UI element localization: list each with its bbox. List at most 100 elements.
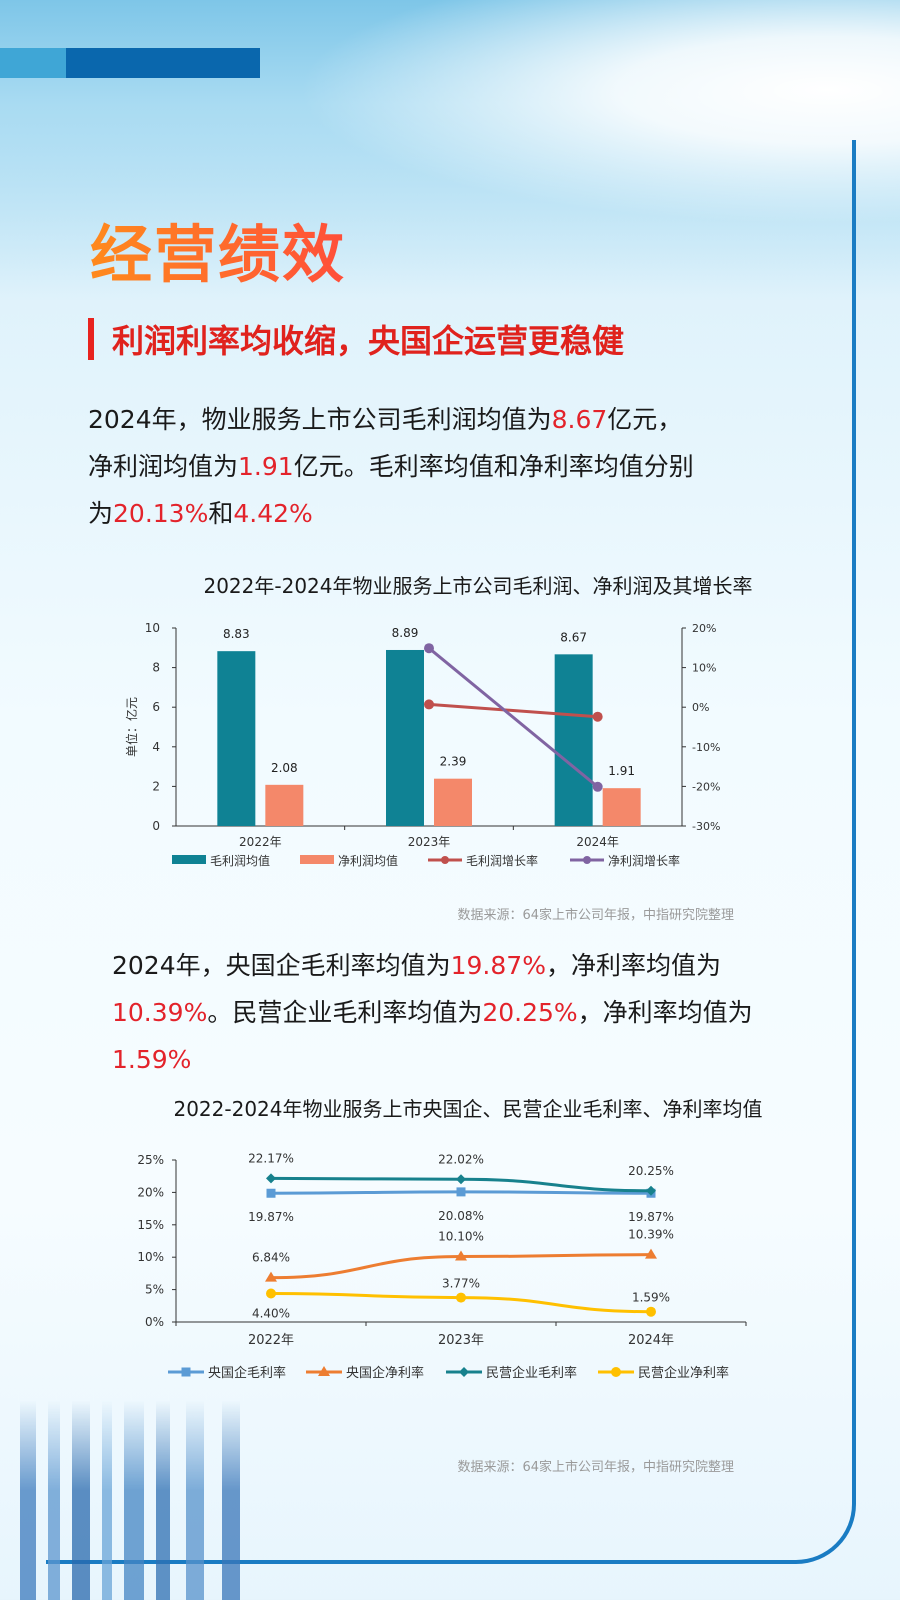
series-point <box>456 1174 466 1185</box>
legend-marker <box>459 1367 469 1377</box>
bar-gross-profit <box>386 649 424 826</box>
text: 。民营企业毛利率均值为 <box>207 998 483 1027</box>
text: 亿元， <box>607 405 683 434</box>
text: ，净利率均值为 <box>545 951 721 980</box>
series-point <box>266 1188 276 1198</box>
city-skyline-decoration <box>0 1400 330 1600</box>
legend-marker <box>181 1367 191 1377</box>
legend-label: 民营企业毛利率 <box>486 1365 577 1381</box>
legend-label: 净利润均值 <box>338 853 398 868</box>
data-label: 19.87% <box>248 1210 294 1224</box>
highlight-value: 10.39% <box>112 998 208 1027</box>
y2-tick-label: -20% <box>692 780 720 793</box>
growth-line-0 <box>428 702 598 719</box>
series-point <box>646 1185 656 1196</box>
data-label: 3.77% <box>442 1277 480 1291</box>
y-tick-label: 25% <box>137 1153 164 1167</box>
data-label: 20.08% <box>438 1209 484 1223</box>
data-label: 6.84% <box>252 1251 290 1265</box>
data-label: 19.87% <box>628 1210 674 1224</box>
x-tick-label: 2022年 <box>239 835 282 849</box>
bar-data-label: 8.67 <box>560 630 587 644</box>
legend-label: 净利润增长率 <box>608 853 680 868</box>
y-tick-label: 0% <box>145 1315 164 1329</box>
text: 2024年，央国企毛利率均值为 <box>112 951 451 980</box>
legend-label: 毛利润均值 <box>210 853 270 868</box>
y-tick-label: 10 <box>145 621 160 635</box>
y-tick-label: 2 <box>152 779 160 793</box>
x-tick-label: 2023年 <box>408 835 451 849</box>
data-label: 20.25% <box>628 1164 674 1178</box>
text: 2024年，物业服务上市公司毛利润均值为 <box>88 405 552 434</box>
y-tick-label: 6 <box>152 700 160 714</box>
x-tick-label: 2024年 <box>628 1333 674 1348</box>
y-tick-label: 8 <box>152 661 160 675</box>
y-axis-label: 单位：亿元 <box>124 697 139 757</box>
legend-marker <box>318 1366 330 1376</box>
chart-2-title: 2022-2024年物业服务上市央国企、民营企业毛利率、净利率均值 <box>173 1097 763 1121</box>
bar-net-profit <box>602 788 641 826</box>
y2-tick-label: -30% <box>692 820 720 833</box>
highlight-value: 1.59% <box>112 1045 192 1074</box>
legend-swatch <box>172 855 206 864</box>
highlight-value: 8.67 <box>551 405 608 434</box>
text: 亿元。毛利率均值和净利率均值分别 <box>293 452 694 481</box>
x-tick-label: 2022年 <box>248 1333 294 1348</box>
margin-line-chart: 0% 5% 10% 15% 20% 25% 2022年 2023年 2024年 19.87% 20.… <box>137 1151 747 1381</box>
data-label: 22.17% <box>248 1151 294 1165</box>
data-label: 10.10% <box>438 1230 484 1244</box>
bar-net-profit <box>265 784 304 826</box>
growth-line-1 <box>428 647 599 788</box>
bar-gross-profit <box>217 651 256 826</box>
y2-tick-label: 20% <box>692 622 716 635</box>
highlight-value: 1.91 <box>238 452 294 481</box>
growth-point <box>424 699 434 710</box>
growth-point <box>592 711 603 722</box>
legend-label: 央国企净利率 <box>346 1365 424 1381</box>
series-point <box>266 1173 276 1184</box>
summary-paragraph-1: 2024年，物业服务上市公司毛利润均值为8.67亿元， 净利润均值为1.91亿元… <box>88 396 788 537</box>
page-subtitle: 利润利率均收缩，央国企运营更稳健 <box>112 322 625 360</box>
header-accent-light <box>0 48 66 78</box>
y2-tick-label: 0% <box>692 701 709 714</box>
summary-paragraph-2: 2024年，央国企毛利率均值为19.87%，净利率均值为 10.39%。民营企业… <box>112 942 812 1083</box>
bar-gross-profit <box>554 654 593 826</box>
bar-data-label: 2.08 <box>271 761 298 775</box>
legend-label: 央国企毛利率 <box>208 1365 286 1381</box>
y-tick-label: 15% <box>137 1218 164 1232</box>
highlight-value: 20.25% <box>482 998 578 1027</box>
growth-point <box>592 781 603 792</box>
header-accent-dark <box>66 48 260 78</box>
legend-label: 毛利润增长率 <box>466 853 538 868</box>
y-tick-label: 4 <box>152 740 160 754</box>
chart-1-title: 2022年-2024年物业服务上市公司毛利润、净利润及其增长率 <box>203 574 753 598</box>
bar-data-label: 2.39 <box>440 755 467 769</box>
highlight-value: 4.42% <box>233 499 313 528</box>
legend-marker <box>583 856 591 864</box>
series-point <box>265 1271 277 1282</box>
y-tick-label: 10% <box>137 1250 164 1264</box>
chart-2-source: 数据来源：64家上市公司年报，中指研究院整理 <box>457 1460 734 1475</box>
highlight-value: 20.13% <box>113 499 209 528</box>
series-point <box>456 1187 466 1197</box>
series-point <box>266 1288 276 1299</box>
x-tick-label: 2024年 <box>576 835 619 849</box>
series-point <box>645 1248 657 1259</box>
growth-point <box>424 643 434 654</box>
text: 为 <box>88 499 114 528</box>
series-point <box>455 1250 467 1261</box>
x-tick-label: 2023年 <box>438 1333 484 1348</box>
y2-tick-label: -10% <box>692 741 720 754</box>
data-label: 22.02% <box>438 1152 484 1166</box>
y-tick-label: 5% <box>145 1283 164 1297</box>
data-label: 10.39% <box>628 1228 674 1242</box>
text: ，净利率均值为 <box>577 998 753 1027</box>
bar-data-label: 8.83 <box>223 627 250 641</box>
legend-marker <box>441 856 449 864</box>
y2-tick-label: 10% <box>692 662 716 675</box>
bar-net-profit <box>434 778 472 826</box>
data-label: 1.59% <box>632 1291 670 1305</box>
y-tick-label: 0 <box>152 819 160 833</box>
highlight-value: 19.87% <box>450 951 546 980</box>
bar-data-label: 8.89 <box>392 626 419 640</box>
